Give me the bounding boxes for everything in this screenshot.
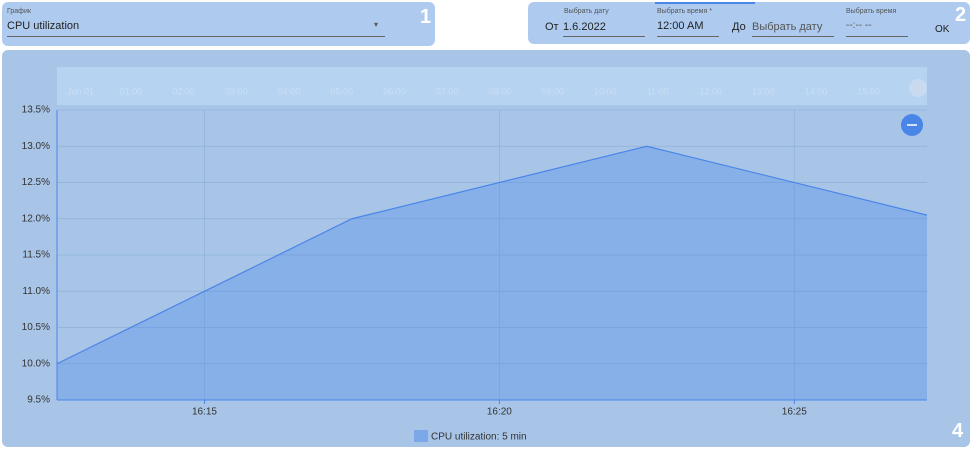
x-tick-label: 16:15 bbox=[192, 407, 217, 418]
navigator-label: 11:00 bbox=[647, 86, 669, 96]
navigator-label: 13:00 bbox=[752, 86, 775, 96]
underline bbox=[657, 36, 719, 37]
y-tick-label: 12.0% bbox=[22, 213, 50, 224]
to-time-label: Выбрать время bbox=[846, 8, 897, 15]
badge: 2 bbox=[955, 4, 967, 26]
y-tick-label: 11.5% bbox=[22, 250, 50, 261]
navigator-label: 08:00 bbox=[489, 86, 512, 96]
line bbox=[56, 145, 928, 365]
y-tick-label: 9.5% bbox=[27, 395, 50, 406]
time-label: Выбрать время * bbox=[657, 8, 712, 15]
chart-panel: 4 bbox=[2, 50, 970, 447]
navigator-label: 05:00 bbox=[331, 86, 354, 96]
x-tick-label: 16:20 bbox=[487, 407, 512, 418]
y-tick-label: 11.0% bbox=[22, 286, 50, 297]
navigator-label: Jun 01 bbox=[67, 86, 94, 96]
to-label: До bbox=[732, 21, 746, 33]
y-tick-label: 13.5% bbox=[22, 105, 50, 116]
navigator-label: 14:00 bbox=[805, 86, 828, 96]
ok-button[interactable]: OK bbox=[935, 24, 950, 35]
navigator bbox=[57, 67, 927, 105]
badge: 1 bbox=[420, 6, 432, 28]
y-tick-label: 10.0% bbox=[22, 358, 50, 369]
navigator-label: 12:00 bbox=[699, 86, 722, 96]
x-tick-label: 16:25 bbox=[782, 407, 807, 418]
navigator-label: 01:00 bbox=[120, 86, 143, 96]
chart-select-panel: График CPU utilization ▾ 1 bbox=[2, 2, 435, 46]
underline bbox=[752, 36, 834, 37]
time-input[interactable]: 12:00 AM bbox=[657, 20, 704, 32]
underline bbox=[846, 36, 908, 37]
legend-swatch bbox=[414, 430, 428, 442]
navigator-label: 02:00 bbox=[172, 86, 195, 96]
navigator-label: 06:00 bbox=[383, 86, 406, 96]
date-input[interactable]: 1.6.2022 bbox=[563, 21, 606, 33]
y-tick-label: 12.5% bbox=[22, 177, 50, 188]
select-value[interactable]: CPU utilization bbox=[7, 20, 80, 32]
zoom-icon[interactable] bbox=[909, 79, 927, 97]
navigator-label: 10:00 bbox=[594, 86, 617, 96]
date-range-panel: От Выбрать дату 1.6.2022 Выбрать время *… bbox=[528, 2, 970, 44]
to-time-input[interactable]: --:-- -- bbox=[846, 20, 872, 31]
area bbox=[57, 146, 927, 400]
date-label: Выбрать дату bbox=[564, 8, 609, 15]
underline bbox=[563, 36, 645, 37]
to-date-input[interactable]: Выбрать дату bbox=[752, 21, 823, 33]
focus-bar bbox=[655, 2, 755, 4]
dropdown-arrow[interactable]: ▾ bbox=[374, 20, 379, 29]
y-tick-label: 13.0% bbox=[22, 141, 50, 152]
y-tick-label: 10.5% bbox=[22, 322, 50, 333]
navigator-label: 04:00 bbox=[278, 86, 301, 96]
select-label: График bbox=[7, 8, 31, 15]
navigator-label: 15:00 bbox=[858, 86, 881, 96]
navigator-label: 09:00 bbox=[541, 86, 564, 96]
navigator-label: 03:00 bbox=[225, 86, 248, 96]
legend-label: CPU utilization: 5 min bbox=[431, 432, 527, 443]
from-label: От bbox=[545, 21, 559, 33]
navigator-label: 07:00 bbox=[436, 86, 459, 96]
select-underline bbox=[7, 36, 385, 37]
badge: 4 bbox=[952, 420, 964, 442]
